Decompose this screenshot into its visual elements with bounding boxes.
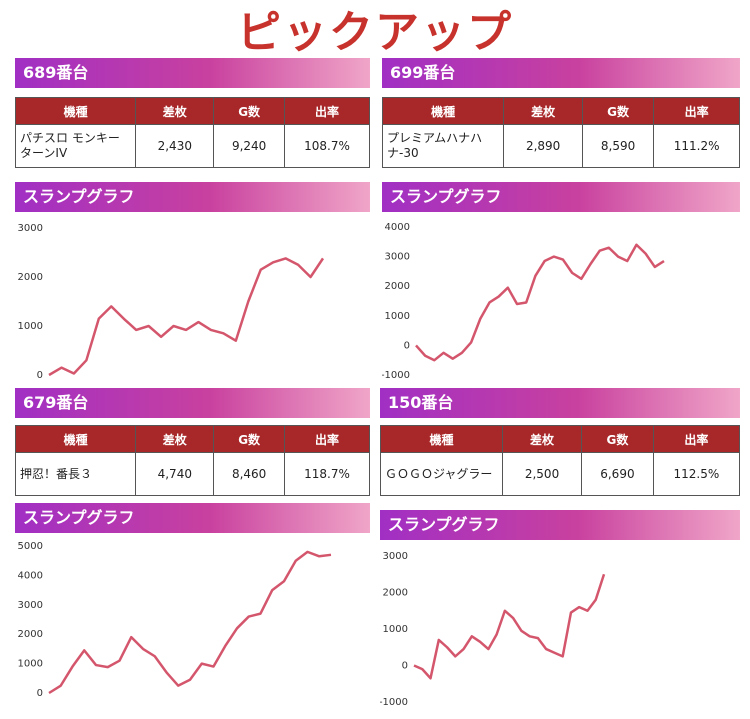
chart: -1000 0 1000 2000 3000: [380, 551, 606, 708]
y-tick-label: 1000: [18, 321, 43, 332]
cell: 8,590: [581, 124, 655, 168]
y-tick-label: 2000: [18, 629, 43, 640]
y-tick-label: 1000: [383, 624, 408, 635]
column-header: 差枚: [135, 97, 215, 125]
spec-table: 機種 差枚 G数 出率 押忍！番長３ 4,740 8,460 118.7%: [14, 425, 370, 496]
page-title: ピックアップ: [237, 7, 513, 58]
chart: -1000 0 1000 2000 3000 4000: [382, 222, 665, 381]
y-tick-label: 3000: [18, 223, 43, 234]
cell: 2,430: [135, 124, 215, 168]
slump-line: [48, 550, 332, 695]
column-header: 機種: [14, 425, 137, 453]
header-row: 機種 差枚 G数 出率: [14, 97, 370, 125]
chart: 0 1000 2000 3000: [18, 223, 325, 381]
column-header: G数: [581, 425, 654, 453]
y-tick-label: -1000: [380, 697, 408, 708]
cell: 6,690: [581, 452, 654, 496]
cell: 2,890: [503, 124, 583, 168]
y-tick-label: 5000: [18, 541, 43, 552]
slump-line: [48, 257, 325, 377]
column-header: 差枚: [502, 425, 583, 453]
cell: 4,740: [135, 452, 215, 496]
cell: 108.7%: [284, 124, 370, 168]
y-tick-label: 3000: [383, 551, 408, 562]
spec-table: 機種 差枚 G数 出率 プレミアムハナハナ-30 2,890 8,590 111.2%: [381, 97, 740, 168]
column-header: G数: [213, 97, 286, 125]
machine-header: 689番台: [15, 58, 370, 88]
cell: プレミアムハナハナ-30: [381, 124, 505, 168]
y-tick-label: 1000: [385, 311, 410, 322]
column-header: 機種: [14, 97, 137, 125]
y-tick-label: 3000: [18, 600, 43, 611]
column-header: 出率: [284, 97, 370, 125]
column-header: 差枚: [503, 97, 583, 125]
y-tick-label: 1000: [18, 659, 43, 670]
header-row: 機種 差枚 G数 出率: [379, 425, 741, 453]
y-tick-label: 2000: [385, 281, 410, 292]
chart: 0 1000 2000 3000 4000 5000: [18, 541, 332, 699]
y-tick-label: 4000: [385, 222, 410, 233]
cell: パチスロ モンキーターンIV: [14, 124, 137, 168]
column-header: 差枚: [135, 425, 215, 453]
cell: ＧＯＧＯジャグラー: [379, 452, 504, 496]
y-tick-label: 0: [404, 340, 410, 351]
spec-table: 機種 差枚 G数 出率 ＧＯＧＯジャグラー 2,500 6,690 112.5%: [379, 425, 741, 496]
cell: 112.5%: [652, 452, 741, 496]
body-row: プレミアムハナハナ-30 2,890 8,590 111.2%: [381, 124, 740, 168]
y-tick-label: 0: [402, 661, 408, 672]
cell: 2,500: [502, 452, 583, 496]
spec-table: 機種 差枚 G数 出率 パチスロ モンキーターンIV 2,430 9,240 108.7%: [14, 97, 370, 168]
machine-header: 679番台: [15, 388, 370, 418]
y-tick-label: 4000: [18, 570, 43, 581]
y-tick-label: 0: [37, 688, 43, 699]
cell: 111.2%: [653, 124, 740, 168]
chart-title: スランプグラフ: [382, 182, 740, 212]
body-row: 押忍！番長３ 4,740 8,460 118.7%: [14, 452, 370, 496]
column-header: G数: [581, 97, 655, 125]
chart-title: スランプグラフ: [380, 510, 740, 540]
column-header: 機種: [379, 425, 504, 453]
chart-title: スランプグラフ: [15, 182, 370, 212]
header-row: 機種 差枚 G数 出率: [14, 425, 370, 453]
machine-header: 150番台: [380, 388, 740, 418]
chart-title: スランプグラフ: [15, 503, 370, 533]
column-header: 出率: [653, 97, 740, 125]
y-tick-label: 0: [37, 370, 43, 381]
header-row: 機種 差枚 G数 出率: [381, 97, 740, 125]
cell: 9,240: [213, 124, 286, 168]
y-tick-label: 2000: [383, 588, 408, 599]
body-row: パチスロ モンキーターンIV 2,430 9,240 108.7%: [14, 124, 370, 168]
slump-line: [415, 243, 665, 362]
machine-header: 699番台: [382, 58, 740, 88]
body-row: ＧＯＧＯジャグラー 2,500 6,690 112.5%: [379, 452, 741, 496]
column-header: 出率: [652, 425, 741, 453]
slump-line: [413, 573, 606, 680]
y-tick-label: -1000: [382, 370, 410, 381]
cell: 8,460: [213, 452, 286, 496]
cell: 押忍！番長３: [14, 452, 137, 496]
y-tick-label: 2000: [18, 272, 43, 283]
y-tick-label: 3000: [385, 252, 410, 263]
cell: 118.7%: [284, 452, 370, 496]
column-header: 出率: [284, 425, 370, 453]
column-header: 機種: [381, 97, 505, 125]
column-header: G数: [213, 425, 286, 453]
